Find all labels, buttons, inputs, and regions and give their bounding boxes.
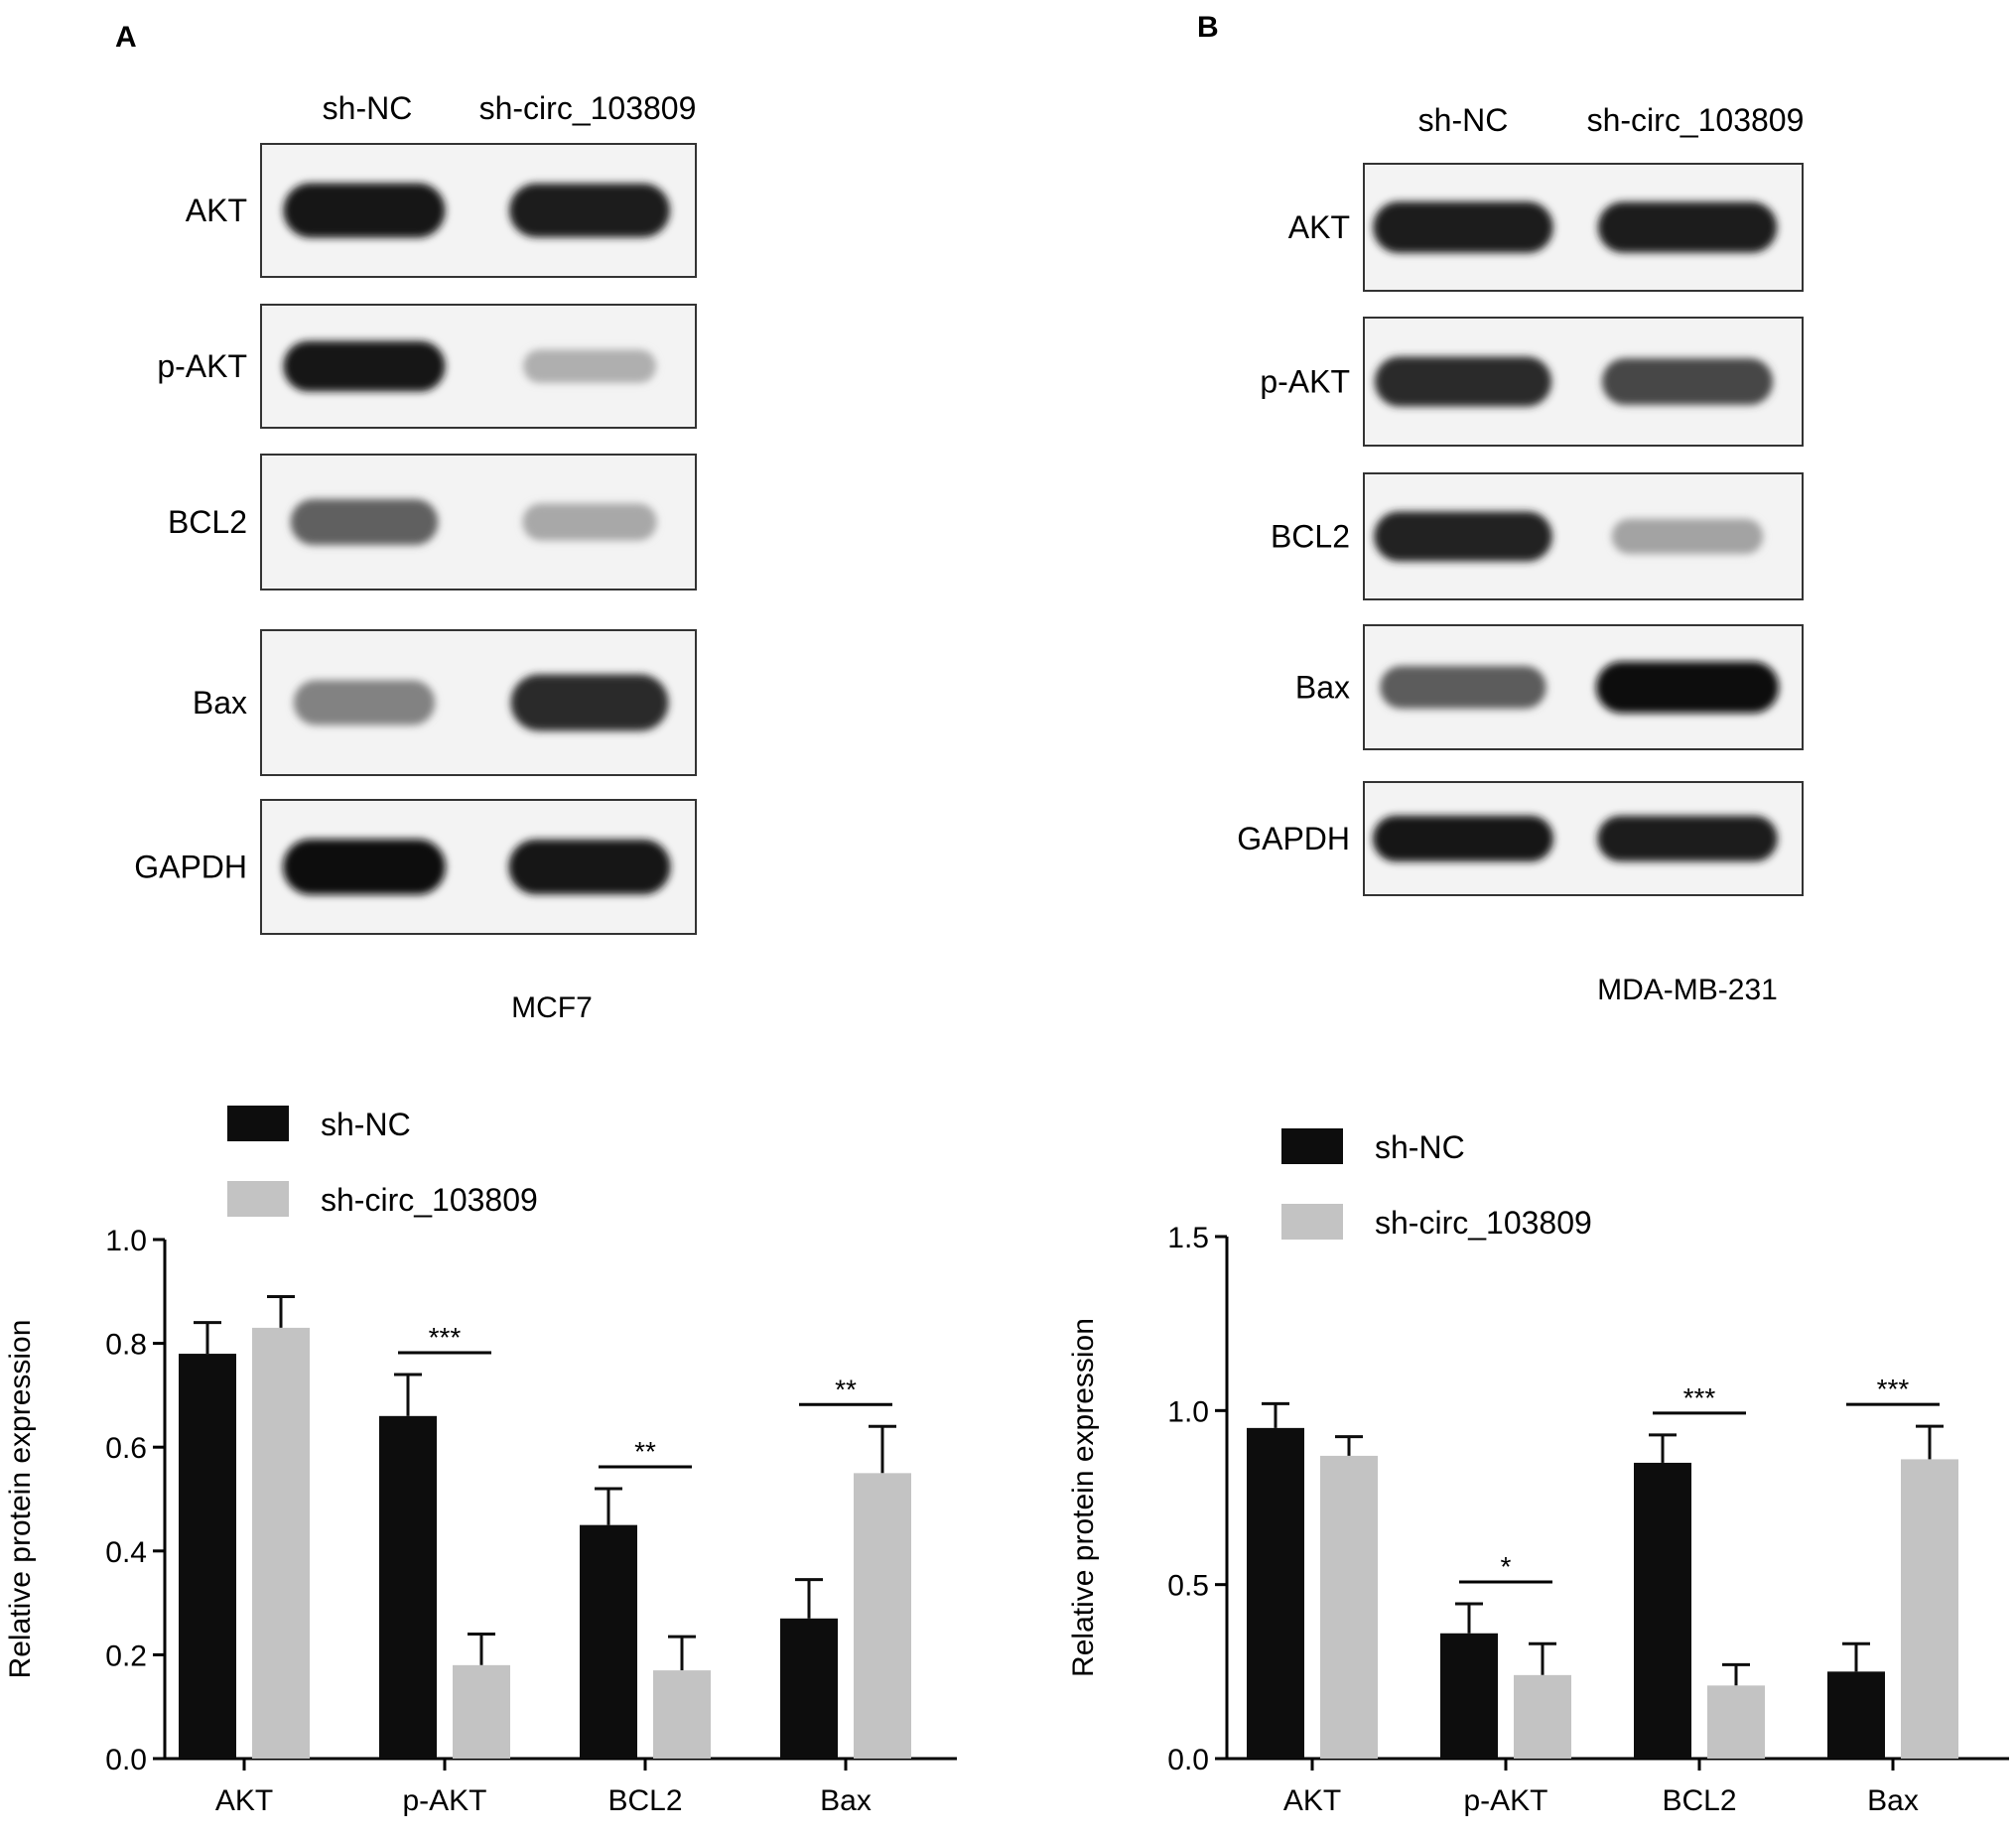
bar-sh-nc-bcl2	[1634, 1462, 1691, 1759]
y-tick-label: 0.4	[105, 1536, 147, 1569]
blot-band-akt-lane-1	[283, 183, 446, 238]
legend-label-2: sh-circ_103809	[1375, 1205, 1592, 1241]
x-tick-label: AKT	[1283, 1784, 1341, 1817]
western-blot-a: AKT p-AKT BCL2 Bax GAPDH	[134, 143, 697, 935]
legend-swatch-2	[1281, 1204, 1343, 1240]
panel-a: A sh-NC sh-circ_103809 AKT p-AKT BCL2 Bax GA…	[115, 21, 697, 1024]
blot-band-bcl2-lane-1	[290, 498, 439, 546]
blot-band-p-akt-lane-2	[1601, 358, 1774, 405]
y-tick-label: 0.0	[105, 1744, 147, 1776]
legend-label-1: sh-NC	[321, 1107, 411, 1142]
significance-marker: ***	[1683, 1382, 1716, 1413]
y-tick-label: 1.0	[1167, 1395, 1209, 1428]
blot-row-label-akt: AKT	[1288, 209, 1350, 245]
legend-swatch-1	[227, 1106, 289, 1141]
blot-row-label-akt: AKT	[186, 193, 247, 228]
panel-a-cell-line: MCF7	[511, 991, 593, 1024]
x-tick-label: BCL2	[1662, 1784, 1736, 1817]
panel-b-lane-label-1: sh-NC	[1418, 102, 1509, 138]
y-tick-label: 0.8	[105, 1329, 147, 1362]
blot-row-label-gapdh: GAPDH	[1237, 821, 1350, 856]
panel-a-lane-label-1: sh-NC	[323, 90, 413, 126]
y-axis-label: Relative protein expression	[1067, 1318, 1100, 1677]
blot-row-label-p-akt: p-AKT	[157, 348, 247, 384]
panel-a-lane-label-2: sh-circ_103809	[479, 90, 697, 126]
blot-band-bcl2-lane-2	[522, 503, 657, 541]
panel-b-lane-label-2: sh-circ_103809	[1587, 102, 1805, 138]
blot-row-label-p-akt: p-AKT	[1260, 364, 1350, 400]
blot-row-label-bcl2: BCL2	[168, 504, 247, 540]
bar-sh-nc-bax	[1827, 1671, 1885, 1759]
blot-band-p-akt-lane-1	[283, 340, 446, 392]
x-tick-label: p-AKT	[402, 1784, 486, 1817]
x-tick-label: BCL2	[607, 1784, 682, 1817]
y-tick-label: 0.6	[105, 1432, 147, 1465]
y-tick-label: 0.5	[1167, 1570, 1209, 1603]
legend-swatch-2	[227, 1181, 289, 1217]
bar-sh-circ_103809-akt	[1320, 1455, 1378, 1759]
blot-band-bax-lane-1	[1380, 666, 1546, 709]
y-axis-label: Relative protein expression	[4, 1320, 37, 1679]
blot-band-bax-lane-1	[293, 680, 436, 725]
bar-chart-b: 0.0 0.5 1.0 1.5 Relative protein expression A…	[1067, 1128, 2009, 1817]
blot-band-bcl2-lane-2	[1611, 518, 1764, 555]
blot-band-akt-lane-1	[1373, 201, 1553, 253]
panel-b-letter: B	[1197, 11, 1219, 44]
bar-sh-circ_103809-p-akt	[1514, 1674, 1571, 1759]
blot-band-akt-lane-2	[1597, 201, 1778, 253]
panel-b: B sh-NC sh-circ_103809 AKT p-AKT BCL2 Bax GA…	[1197, 11, 1804, 1006]
bar-sh-nc-akt	[179, 1354, 236, 1759]
bar-sh-nc-bcl2	[580, 1524, 637, 1759]
panel-a-letter: A	[115, 21, 137, 54]
blot-band-p-akt-lane-1	[1374, 356, 1552, 407]
bar-sh-circ_103809-bcl2	[653, 1670, 711, 1759]
blot-row-label-bax: Bax	[1295, 670, 1350, 706]
bar-sh-nc-p-akt	[1440, 1633, 1498, 1759]
y-tick-label: 1.5	[1167, 1222, 1209, 1254]
bar-sh-circ_103809-akt	[252, 1327, 310, 1759]
blot-row-label-gapdh: GAPDH	[134, 850, 247, 885]
y-tick-label: 0.0	[1167, 1744, 1209, 1776]
bar-chart-a: 0.0 0.2 0.4 0.6 0.8 1.0 Relative protein expre…	[4, 1106, 957, 1817]
panel-b-cell-line: MDA-MB-231	[1597, 974, 1778, 1006]
x-tick-label: p-AKT	[1463, 1784, 1547, 1817]
blot-band-gapdh-lane-2	[1597, 815, 1778, 862]
significance-marker: **	[634, 1436, 656, 1467]
western-blot-b: AKT p-AKT BCL2 Bax GAPDH	[1237, 163, 1804, 896]
y-tick-label: 1.0	[105, 1225, 147, 1257]
significance-marker: *	[1501, 1551, 1512, 1582]
blot-band-gapdh-lane-1	[1373, 815, 1553, 862]
bar-sh-nc-p-akt	[379, 1415, 437, 1759]
x-tick-label: Bax	[820, 1784, 872, 1817]
legend-swatch-1	[1281, 1128, 1343, 1164]
x-tick-label: AKT	[215, 1784, 273, 1817]
blot-band-gapdh-lane-2	[508, 839, 671, 895]
blot-band-bcl2-lane-1	[1374, 511, 1552, 562]
blot-row-label-bax: Bax	[193, 685, 247, 721]
legend-label-1: sh-NC	[1375, 1129, 1465, 1165]
y-tick-label: 0.2	[105, 1640, 147, 1672]
bar-sh-nc-bax	[780, 1618, 838, 1759]
blot-band-akt-lane-2	[509, 183, 670, 238]
blot-band-bax-lane-2	[510, 674, 669, 731]
bar-sh-circ_103809-bax	[1901, 1459, 1958, 1759]
x-tick-label: Bax	[1867, 1784, 1919, 1817]
blot-band-gapdh-lane-1	[283, 839, 446, 895]
bar-sh-nc-akt	[1247, 1427, 1304, 1759]
bar-sh-circ_103809-p-akt	[453, 1664, 510, 1759]
blot-row-label-bcl2: BCL2	[1271, 519, 1350, 555]
significance-marker: ***	[1877, 1374, 1910, 1404]
bar-sh-circ_103809-bcl2	[1707, 1685, 1765, 1759]
bar-sh-circ_103809-bax	[854, 1473, 911, 1759]
legend-label-2: sh-circ_103809	[321, 1182, 538, 1218]
significance-marker: ***	[429, 1322, 462, 1353]
blot-band-bax-lane-2	[1595, 661, 1780, 714]
significance-marker: **	[835, 1374, 857, 1404]
blot-band-p-akt-lane-2	[522, 349, 657, 383]
